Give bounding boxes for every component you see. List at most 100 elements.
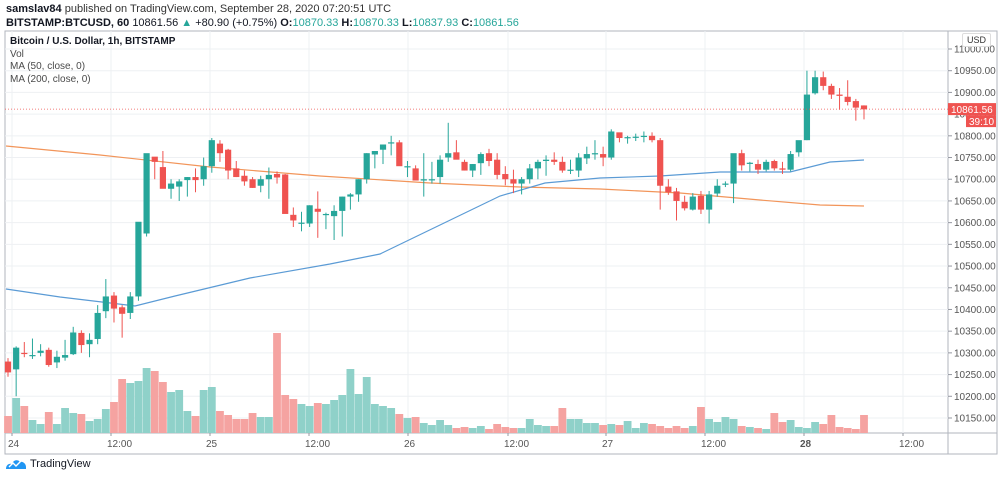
legend-volume[interactable]: Vol xyxy=(10,48,24,60)
tradingview-logo[interactable]: TradingView xyxy=(5,458,91,470)
candle-body[interactable] xyxy=(477,154,484,164)
candle-body[interactable] xyxy=(673,191,680,201)
candle-body[interactable] xyxy=(860,105,868,110)
candle-body[interactable] xyxy=(396,142,403,167)
candle-body[interactable] xyxy=(21,352,28,355)
candle-body[interactable] xyxy=(657,140,664,186)
candle-body[interactable] xyxy=(265,174,272,180)
candle-body[interactable] xyxy=(608,131,615,158)
candle-body[interactable] xyxy=(730,153,737,184)
candle-body[interactable] xyxy=(330,210,338,217)
candle-body[interactable] xyxy=(208,140,215,167)
candle-body[interactable] xyxy=(322,213,330,216)
candle-body[interactable] xyxy=(754,164,762,170)
candle-body[interactable] xyxy=(559,161,566,171)
candle-body[interactable] xyxy=(78,332,85,346)
candle-body[interactable] xyxy=(820,77,827,86)
candle-body[interactable] xyxy=(347,194,354,197)
candle-body[interactable] xyxy=(61,355,69,358)
candle-body[interactable] xyxy=(184,177,191,181)
candle-body[interactable] xyxy=(648,135,656,141)
candle-body[interactable] xyxy=(86,339,93,345)
candle-body[interactable] xyxy=(339,196,346,211)
candle-body[interactable] xyxy=(167,183,175,189)
candle-body[interactable] xyxy=(567,169,574,171)
candle-body[interactable] xyxy=(771,160,778,169)
candle-body[interactable] xyxy=(689,196,696,210)
candle-body[interactable] xyxy=(119,307,126,314)
candle-body[interactable] xyxy=(640,135,647,138)
candle-body[interactable] xyxy=(37,350,44,353)
candle-body[interactable] xyxy=(461,161,468,171)
ma50-line[interactable] xyxy=(5,159,865,307)
candle-body[interactable] xyxy=(151,156,158,162)
candle-body[interactable] xyxy=(290,214,297,221)
candle-body[interactable] xyxy=(13,347,20,370)
candle-body[interactable] xyxy=(616,132,623,138)
candle-body[interactable] xyxy=(665,186,672,193)
candle-body[interactable] xyxy=(306,205,313,224)
candle-body[interactable] xyxy=(502,174,509,180)
candle-body[interactable] xyxy=(200,166,207,180)
candle-body[interactable] xyxy=(494,159,501,175)
currency-badge[interactable]: USD xyxy=(962,33,992,47)
candle-body[interactable] xyxy=(233,168,240,178)
candle-body[interactable] xyxy=(746,162,753,164)
candle-body[interactable] xyxy=(575,157,582,171)
ma200-line[interactable] xyxy=(5,145,865,207)
candle-body[interactable] xyxy=(852,101,859,108)
legend-ma200[interactable]: MA (200, close, 0) xyxy=(10,73,91,85)
legend-ma50[interactable]: MA (50, close, 0) xyxy=(10,61,86,72)
candle-body[interactable] xyxy=(811,77,819,94)
candle-body[interactable] xyxy=(738,153,745,166)
candle-body[interactable] xyxy=(624,137,631,139)
candle-body[interactable] xyxy=(53,356,61,363)
candle-body[interactable] xyxy=(828,85,835,95)
candle-body[interactable] xyxy=(714,185,721,194)
candle-body[interactable] xyxy=(388,142,395,144)
candle-body[interactable] xyxy=(551,159,558,162)
candle-body[interactable] xyxy=(510,179,517,184)
candle-body[interactable] xyxy=(45,349,52,366)
candle-body[interactable] xyxy=(216,143,224,154)
candle-body[interactable] xyxy=(110,295,118,309)
candle-body[interactable] xyxy=(135,221,142,297)
candle-body[interactable] xyxy=(192,177,199,181)
candle-body[interactable] xyxy=(779,168,786,170)
candle-body[interactable] xyxy=(436,159,444,178)
candle-body[interactable] xyxy=(763,161,770,170)
candle-body[interactable] xyxy=(518,179,525,184)
candle-body[interactable] xyxy=(159,167,166,189)
candle-body[interactable] xyxy=(836,94,843,96)
candle-body[interactable] xyxy=(681,201,688,209)
candle-body[interactable] xyxy=(225,149,232,171)
candle-body[interactable] xyxy=(632,136,639,138)
candle-body[interactable] xyxy=(445,153,452,158)
candle-body[interactable] xyxy=(94,312,101,339)
candle-body[interactable] xyxy=(257,179,264,186)
candle-body[interactable] xyxy=(4,361,12,373)
candle-body[interactable] xyxy=(591,153,599,155)
candle-body[interactable] xyxy=(314,208,321,212)
candle-body[interactable] xyxy=(412,168,419,181)
candle-body[interactable] xyxy=(70,332,77,355)
candle-body[interactable] xyxy=(844,96,851,102)
candle-body[interactable] xyxy=(697,195,705,210)
author[interactable]: samslav84 xyxy=(6,3,62,15)
candle-body[interactable] xyxy=(355,179,362,195)
candle-body[interactable] xyxy=(102,296,109,312)
candle-body[interactable] xyxy=(428,179,436,181)
candle-body[interactable] xyxy=(534,161,542,169)
candle-body[interactable] xyxy=(404,166,411,168)
candle-body[interactable] xyxy=(241,175,248,182)
candle-body[interactable] xyxy=(583,154,590,159)
candle-body[interactable] xyxy=(298,222,305,224)
candle-body[interactable] xyxy=(127,296,134,313)
candle-body[interactable] xyxy=(420,179,427,181)
candle-body[interactable] xyxy=(722,183,729,185)
candle-body[interactable] xyxy=(249,179,256,188)
candle-body[interactable] xyxy=(143,153,150,234)
candle-body[interactable] xyxy=(371,151,378,155)
candle-body[interactable] xyxy=(526,168,533,180)
